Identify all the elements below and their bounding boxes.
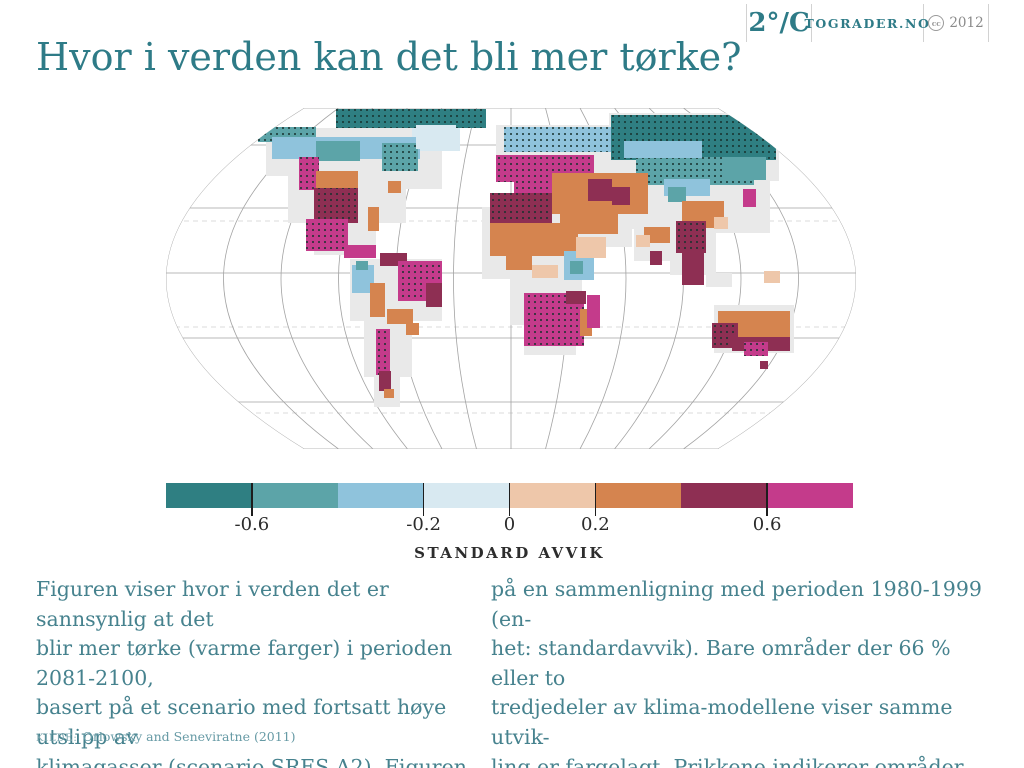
map-cell [316, 141, 360, 161]
map-cell [560, 207, 618, 234]
source-label: KILDE: [36, 733, 78, 744]
map-cell [566, 291, 586, 304]
header-divider [746, 4, 747, 42]
map-cell [356, 261, 368, 270]
source-line: KILDE: Orlowsky and Seneviratne (2011) [36, 726, 296, 745]
map-cell [370, 283, 385, 317]
map-cell [316, 171, 358, 191]
colorbar-segment [251, 483, 338, 508]
map-cell-stipple [490, 193, 552, 223]
map-cell [506, 253, 532, 270]
world-map [166, 95, 856, 475]
legend-title: STANDARD AVVIK [414, 544, 605, 562]
map-cell [368, 207, 379, 231]
map-cell-stipple [744, 342, 768, 356]
map-cell [624, 141, 702, 158]
site-name: TOGRADER.NO [804, 15, 931, 31]
map-cell [379, 371, 391, 391]
map-cell [406, 323, 419, 335]
map-cell [612, 187, 630, 205]
colorbar-segment [767, 483, 853, 508]
year-label: 2012 [949, 15, 984, 31]
map-cell [636, 235, 650, 247]
map-cell-stipple [382, 143, 418, 171]
legend: -0.6 -0.2 0 0.2 0.6 [166, 483, 853, 553]
map-cell [384, 389, 394, 398]
map-cell [764, 271, 780, 283]
map-cell [743, 189, 756, 207]
map-cell [714, 217, 728, 229]
colorbar-segment [681, 483, 768, 508]
map-cell [352, 265, 374, 293]
colorbar-segment [337, 483, 424, 508]
legend-tick-label: 0 [503, 514, 516, 535]
legend-tick-label: 0.2 [581, 514, 610, 535]
map-cell [668, 187, 686, 202]
header-divider [811, 4, 812, 42]
legend-tick [508, 483, 511, 516]
legend-tick [251, 483, 253, 516]
cc-icon: cc [928, 15, 945, 31]
colorbar [166, 483, 853, 508]
body-text-right: på en sammenligning med perioden 1980-19… [491, 577, 982, 768]
colorbar-segment [423, 483, 510, 508]
map-cell [570, 261, 583, 274]
body-text-left: Figuren viser hvor i verden det er sanns… [36, 577, 467, 768]
map-cell-stipple [306, 219, 348, 251]
map-cell-stipple [752, 123, 778, 149]
map-cell-stipple [676, 221, 706, 253]
world-map-svg [166, 108, 856, 449]
map-cell [760, 361, 768, 369]
legend-tick [422, 483, 425, 516]
map-cell-stipple [376, 329, 390, 375]
source-text: Orlowsky and Seneviratne (2011) [82, 729, 296, 744]
map-cell-stipple [299, 157, 319, 190]
license-badge: cc 2012 [924, 2, 988, 44]
map-cell-stipple [504, 127, 622, 152]
map-cell [587, 295, 600, 328]
map-cells [258, 109, 794, 407]
map-cell [388, 181, 401, 193]
colorbar-segment [595, 483, 682, 508]
colorbar-segment [509, 483, 596, 508]
map-cell [576, 237, 606, 258]
header-divider [988, 4, 989, 42]
map-cell [426, 283, 442, 307]
map-cell [416, 125, 456, 149]
header-divider [923, 4, 924, 42]
map-cell [588, 179, 612, 201]
map-cell [650, 251, 662, 265]
map-cell [532, 265, 558, 278]
legend-tick-label: -0.2 [406, 514, 441, 535]
legend-tick [594, 483, 597, 516]
legend-tick-label: 0.6 [752, 514, 782, 535]
map-cell-stipple [314, 188, 358, 223]
map-cell [344, 245, 376, 258]
colorbar-segment [166, 483, 252, 508]
togrnames-logo: 2°/C [747, 2, 811, 44]
logo-text: 2°/C [748, 8, 810, 38]
legend-tick-label: -0.6 [234, 514, 270, 535]
map-cell-stipple [336, 109, 486, 128]
map-cell [644, 227, 670, 243]
map-cell [387, 309, 413, 324]
map-cell [682, 253, 704, 285]
page-title: Hvor i verden kan det bli mer tørke? [36, 35, 742, 79]
legend-tick [766, 483, 768, 516]
map-cell [706, 273, 732, 287]
map-cell [726, 157, 766, 180]
